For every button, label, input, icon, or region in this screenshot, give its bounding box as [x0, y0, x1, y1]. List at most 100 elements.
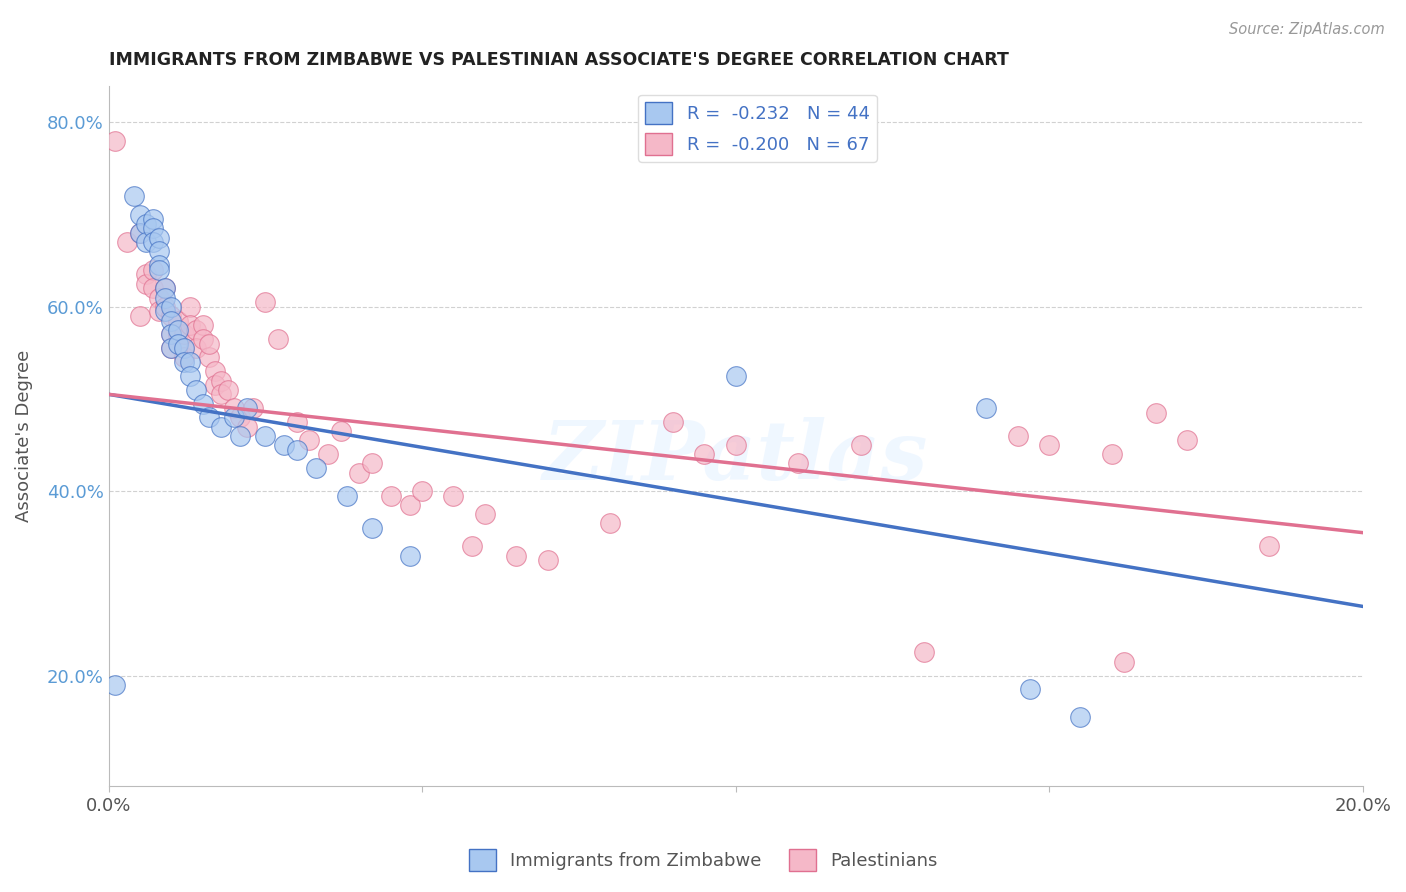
Point: [160, 327, 183, 342]
Point: [141, 212, 163, 227]
Point: [153, 281, 176, 295]
Point: [461, 540, 484, 554]
Point: [849, 438, 872, 452]
Point: [153, 300, 176, 314]
Point: [349, 466, 371, 480]
Point: [160, 341, 183, 355]
Point: [211, 419, 233, 434]
Point: [179, 318, 201, 333]
Point: [141, 281, 163, 295]
Point: [173, 341, 195, 355]
Point: [217, 383, 239, 397]
Point: [1144, 406, 1167, 420]
Point: [267, 332, 290, 346]
Point: [298, 434, 321, 448]
Point: [204, 364, 226, 378]
Point: [398, 549, 420, 563]
Point: [1069, 710, 1091, 724]
Point: [148, 263, 170, 277]
Text: IMMIGRANTS FROM ZIMBABWE VS PALESTINIAN ASSOCIATE'S DEGREE CORRELATION CHART: IMMIGRANTS FROM ZIMBABWE VS PALESTINIAN …: [108, 51, 1008, 69]
Point: [135, 268, 157, 282]
Point: [160, 309, 183, 323]
Point: [104, 134, 127, 148]
Point: [599, 516, 621, 531]
Point: [254, 429, 277, 443]
Point: [198, 351, 221, 365]
Point: [122, 189, 145, 203]
Point: [411, 484, 433, 499]
Legend: R =  -0.232   N = 44, R =  -0.200   N = 67: R = -0.232 N = 44, R = -0.200 N = 67: [638, 95, 877, 162]
Point: [229, 429, 252, 443]
Point: [129, 309, 152, 323]
Point: [211, 374, 233, 388]
Point: [285, 415, 308, 429]
Point: [173, 341, 195, 355]
Point: [179, 300, 201, 314]
Point: [724, 438, 747, 452]
Point: [787, 457, 810, 471]
Point: [1019, 682, 1042, 697]
Point: [662, 415, 685, 429]
Point: [329, 424, 352, 438]
Point: [316, 447, 339, 461]
Point: [536, 553, 558, 567]
Point: [141, 235, 163, 250]
Point: [398, 498, 420, 512]
Point: [254, 295, 277, 310]
Point: [135, 235, 157, 250]
Point: [912, 645, 935, 659]
Text: ZIPatlas: ZIPatlas: [543, 417, 928, 497]
Point: [229, 410, 252, 425]
Point: [380, 489, 402, 503]
Point: [505, 549, 527, 563]
Point: [141, 263, 163, 277]
Point: [474, 507, 496, 521]
Point: [166, 336, 188, 351]
Point: [135, 217, 157, 231]
Legend: Immigrants from Zimbabwe, Palestinians: Immigrants from Zimbabwe, Palestinians: [461, 842, 945, 879]
Point: [135, 277, 157, 291]
Y-axis label: Associate's Degree: Associate's Degree: [15, 350, 32, 522]
Point: [173, 351, 195, 365]
Point: [191, 396, 214, 410]
Point: [148, 304, 170, 318]
Point: [724, 368, 747, 383]
Point: [166, 313, 188, 327]
Point: [191, 332, 214, 346]
Point: [222, 410, 245, 425]
Point: [273, 438, 295, 452]
Point: [204, 378, 226, 392]
Point: [129, 226, 152, 240]
Point: [160, 341, 183, 355]
Point: [141, 221, 163, 235]
Point: [129, 226, 152, 240]
Point: [443, 489, 465, 503]
Point: [1007, 429, 1029, 443]
Point: [693, 447, 716, 461]
Point: [304, 461, 326, 475]
Point: [1114, 655, 1136, 669]
Point: [173, 327, 195, 342]
Point: [186, 341, 208, 355]
Point: [153, 304, 176, 318]
Point: [186, 323, 208, 337]
Point: [148, 291, 170, 305]
Point: [361, 521, 384, 535]
Point: [160, 313, 183, 327]
Point: [336, 489, 359, 503]
Point: [1175, 434, 1198, 448]
Point: [211, 387, 233, 401]
Point: [235, 401, 257, 416]
Point: [153, 281, 176, 295]
Point: [198, 336, 221, 351]
Point: [179, 368, 201, 383]
Point: [361, 457, 384, 471]
Point: [160, 300, 183, 314]
Point: [166, 327, 188, 342]
Point: [1257, 540, 1279, 554]
Point: [976, 401, 998, 416]
Text: Source: ZipAtlas.com: Source: ZipAtlas.com: [1229, 22, 1385, 37]
Point: [285, 442, 308, 457]
Point: [153, 291, 176, 305]
Point: [222, 401, 245, 416]
